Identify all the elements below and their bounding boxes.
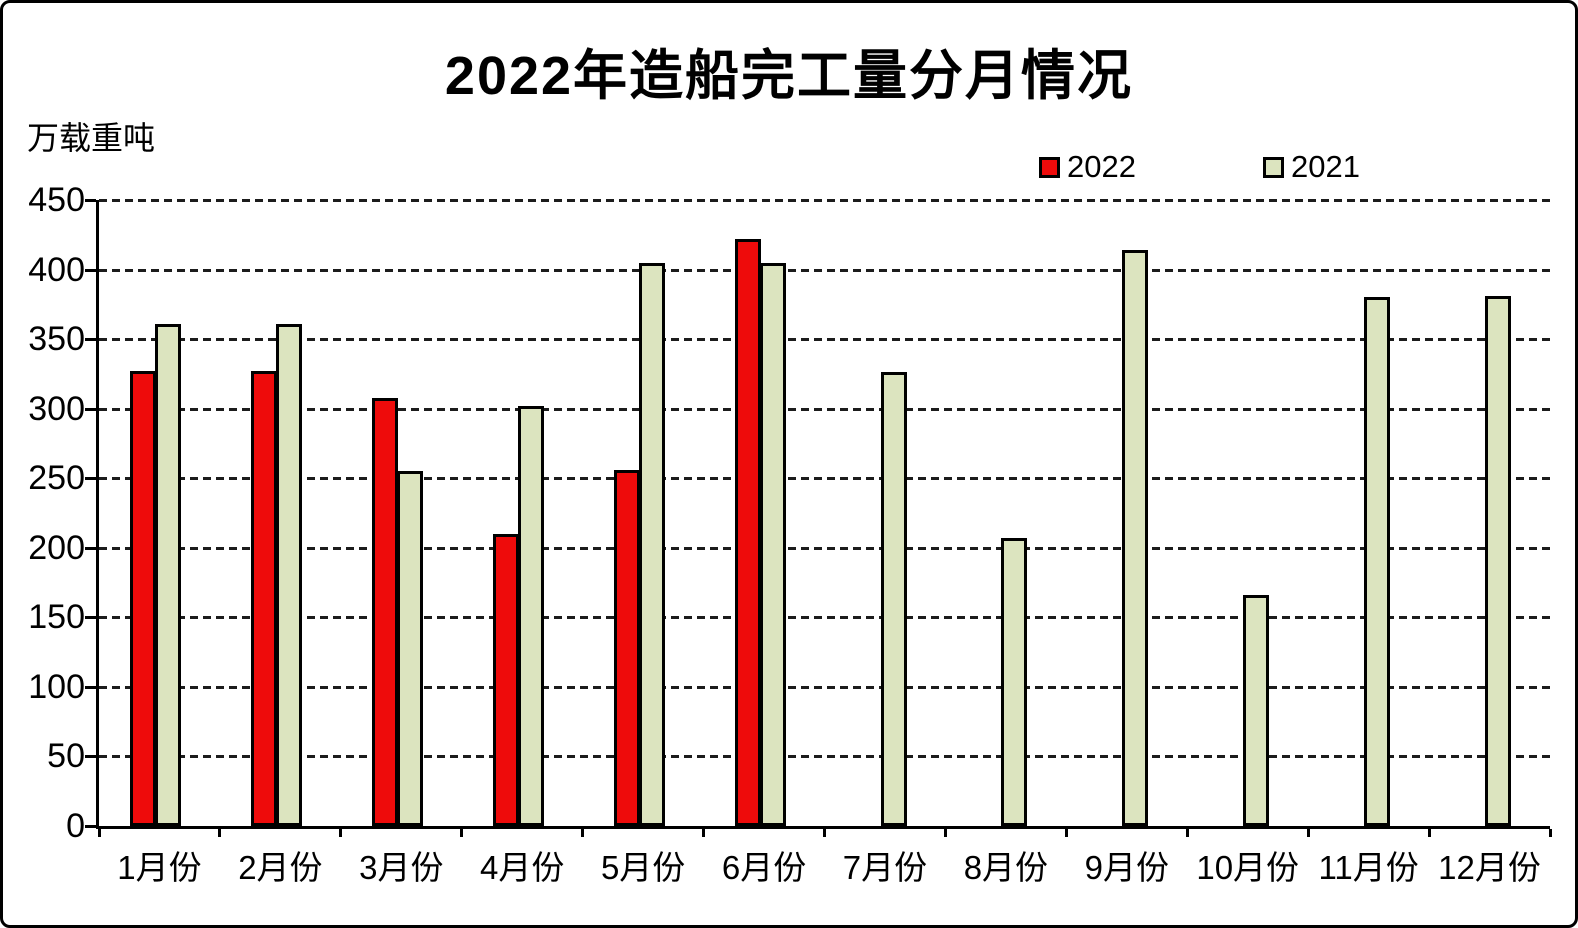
gridline-200 [99,546,1550,550]
gridline-150 [99,616,1550,620]
x-tick-5 [702,829,706,837]
legend-swatch-2021 [1263,156,1284,178]
y-tick-label-150: 150 [28,598,85,637]
x-label-6月份: 6月份 [721,849,807,886]
x-tick-4 [581,829,585,837]
x-label-5月份: 5月份 [600,849,686,886]
x-label-8月份: 8月份 [963,849,1049,886]
y-axis-unit-label: 万载重吨 [27,120,156,156]
bar-2021-8月份 [1001,538,1028,826]
bar-2021-1月份 [155,324,181,826]
x-label-9月份: 9月份 [1084,849,1169,886]
chart-title: 2022年造船完工量分月情况 [444,46,1134,106]
gridline-50 [99,755,1550,759]
y-tick-label-50: 50 [47,737,85,776]
x-tick-2 [339,829,343,837]
x-tick-8 [1064,829,1068,837]
y-tick-label-250: 250 [28,459,85,498]
x-label-11月份: 11月份 [1318,849,1419,886]
plot-area [96,199,1550,829]
y-tick-0 [85,825,96,828]
y-tick-450 [85,199,96,202]
y-tick-label-200: 200 [28,528,85,567]
bar-2021-6月份 [759,263,786,826]
bar-2021-12月份 [1485,296,1512,826]
legend-label-2022: 2022 [1067,149,1136,184]
x-label-12月份: 12月份 [1438,849,1541,886]
bar-2021-7月份 [880,372,907,826]
y-tick-250 [85,477,96,481]
x-tick-12 [1548,829,1552,837]
y-tick-50 [85,755,96,759]
x-tick-7 [943,829,947,837]
x-tick-1 [218,829,222,837]
x-label-7月份: 7月份 [842,849,928,886]
bar-2022-1月份 [130,371,156,826]
x-tick-3 [460,829,464,837]
x-tick-0 [97,829,101,837]
y-tick-label-350: 350 [28,320,85,359]
gridline-100 [99,685,1550,689]
y-tick-label-300: 300 [28,389,85,428]
legend-label-2021: 2021 [1291,149,1360,184]
bar-2022-5月份 [613,470,640,826]
y-tick-150 [85,616,96,620]
y-tick-350 [85,338,96,342]
x-label-4月份: 4月份 [480,849,565,886]
x-label-10月份: 10月份 [1196,849,1300,886]
bar-2021-5月份 [638,263,665,826]
x-label-3月份: 3月份 [359,849,444,886]
y-tick-400 [85,268,96,272]
y-tick-label-400: 400 [28,250,85,289]
bar-2022-2月份 [250,371,277,826]
y-tick-label-100: 100 [28,667,85,706]
bar-2022-4月份 [492,534,519,826]
bar-2022-6月份 [734,239,761,826]
bar-2021-2月份 [275,324,302,826]
x-tick-11 [1427,829,1431,837]
x-tick-9 [1185,829,1189,837]
x-label-2月份: 2月份 [238,849,323,886]
bar-2021-3月份 [396,471,423,826]
y-tick-label-0: 0 [66,807,85,845]
bar-2021-4月份 [517,406,544,826]
y-tick-200 [85,546,96,550]
bar-2022-3月份 [371,398,398,826]
y-tick-100 [85,685,96,689]
bar-2021-11月份 [1364,297,1391,826]
legend-item-2021: 2021 [1263,149,1360,185]
legend-swatch-2022 [1039,156,1060,178]
gridline-350 [99,338,1550,342]
gridline-250 [99,477,1550,481]
gridline-450 [99,199,1550,202]
x-label-1月份: 1月份 [117,849,202,886]
bar-2021-9月份 [1122,250,1149,826]
gridline-400 [99,268,1550,272]
y-tick-300 [85,407,96,411]
legend-item-2022: 2022 [1039,149,1136,185]
x-tick-10 [1306,829,1310,837]
x-tick-6 [823,829,826,837]
y-tick-label-450: 450 [28,181,85,219]
gridline-300 [99,407,1550,411]
bar-2021-10月份 [1243,595,1270,826]
